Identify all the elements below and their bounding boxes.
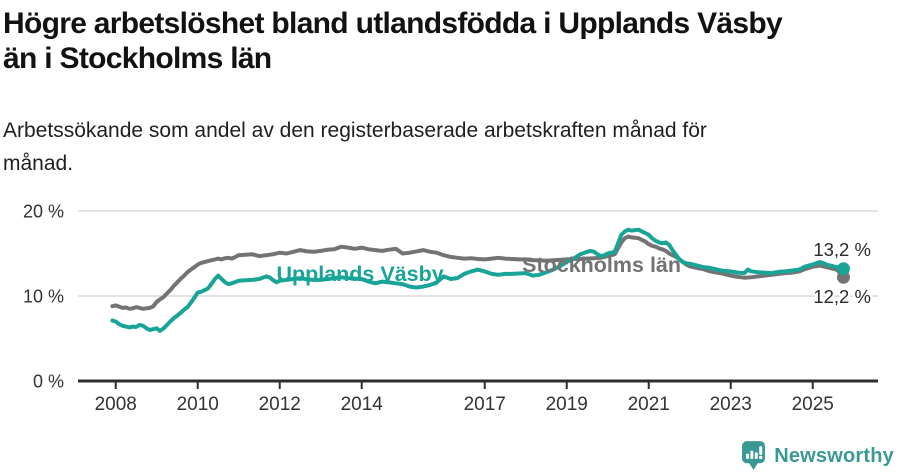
page-subtitle-line1: Arbetssökande som andel av den registerb… <box>3 119 707 142</box>
x-axis-label: 2010 <box>177 394 219 415</box>
newsworthy-brand-text: Newsworthy <box>774 444 894 467</box>
end-value-label-stockholms-lan: 12,2 % <box>813 286 871 307</box>
page-title-line2: än i Stockholms län <box>3 42 272 75</box>
newsworthy-attribution-link[interactable]: Newsworthy <box>742 441 894 471</box>
x-axis-label: 2014 <box>341 394 384 415</box>
x-axis-label: 2023 <box>710 394 752 415</box>
x-axis-label: 2025 <box>792 394 834 415</box>
page-title-line1: Högre arbetslöshet bland utlandsfödda i … <box>3 7 783 40</box>
y-axis-label: 10 % <box>23 287 64 307</box>
series-label-upplands-vasby: Upplands Väsby <box>276 262 443 286</box>
x-axis-label: 2012 <box>259 394 301 415</box>
x-axis-label: 2017 <box>464 394 506 415</box>
x-axis-label: 2021 <box>628 394 670 415</box>
page-title: Högre arbetslöshet bland utlandsfödda i … <box>3 6 893 76</box>
end-dot-upplands-vasby <box>836 262 850 276</box>
page-subtitle: Arbetssökande som andel av den registerb… <box>3 114 863 180</box>
y-axis-label: 20 % <box>23 202 64 222</box>
x-axis-label: 2019 <box>546 394 588 415</box>
page-subtitle-line2: månad. <box>3 152 74 175</box>
series-label-stockholms-lan: Stockholms län <box>522 253 681 277</box>
x-axis-label: 2008 <box>95 394 137 415</box>
newsworthy-logo-icon <box>742 441 766 470</box>
series-line-stockholms-lan <box>110 234 846 311</box>
y-axis-label: 0 % <box>33 372 64 392</box>
series-line-upplands-vasby <box>110 227 846 333</box>
end-value-label-upplands-vasby: 13,2 % <box>813 239 871 260</box>
